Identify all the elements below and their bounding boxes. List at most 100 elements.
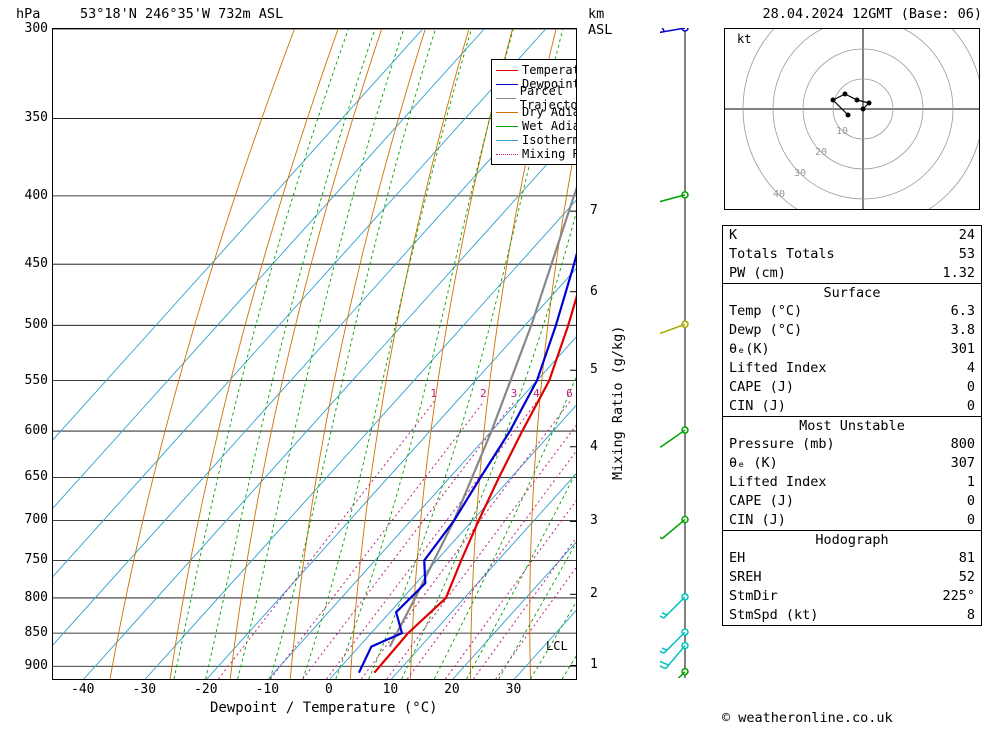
altitude-tick-label: 7: [590, 203, 598, 218]
info-row: θₑ(K)301: [723, 340, 981, 359]
info-section: SurfaceTemp (°C)6.3Dewp (°C)3.8θₑ(K)301L…: [723, 283, 981, 416]
legend-label: Mixing Ratio: [522, 147, 577, 161]
altitude-tick-label: 5: [590, 362, 598, 377]
altitude-tick-label: 3: [590, 513, 598, 528]
legend-item: Wet Adiabat: [496, 119, 577, 133]
legend-item: Mixing Ratio: [496, 147, 577, 161]
info-section-header: Most Unstable: [723, 417, 981, 435]
temperature-tick-label: -40: [71, 682, 94, 697]
svg-text:30: 30: [794, 168, 806, 179]
info-row: Totals Totals53: [723, 245, 981, 264]
info-row: EH 81: [723, 549, 981, 568]
info-row: StmSpd (kt)8: [723, 606, 981, 625]
temperature-tick-label: 0: [325, 682, 333, 697]
info-label: CAPE (J): [729, 378, 794, 397]
altitude-tick-label: 4: [590, 439, 598, 454]
info-value: 0: [967, 378, 975, 397]
info-row: CIN (J)0: [723, 397, 981, 416]
svg-text:40: 40: [773, 189, 785, 200]
legend-swatch: [496, 112, 518, 113]
info-label: EH: [729, 549, 745, 568]
legend-swatch: [496, 154, 518, 155]
altitude-tick-label: 6: [590, 284, 598, 299]
legend-swatch: [496, 84, 518, 85]
info-label: CAPE (J): [729, 492, 794, 511]
x-axis-title: Dewpoint / Temperature (°C): [210, 700, 438, 716]
info-row: SREH 52: [723, 568, 981, 587]
info-row: StmDir225°: [723, 587, 981, 606]
info-value: 0: [967, 511, 975, 530]
svg-text:10: 10: [836, 126, 848, 137]
info-value: 24: [959, 226, 975, 245]
info-section-header: Hodograph: [723, 531, 981, 549]
hpa-axis-label: hPa: [16, 6, 40, 22]
mixing-ratio-label: 1: [430, 387, 437, 400]
skewt-container: hPa 53°18'N 246°35'W 732m ASL km ASL 28.…: [0, 0, 1000, 733]
legend-item: Isotherm: [496, 133, 577, 147]
temperature-tick-label: -10: [256, 682, 279, 697]
legend-label: Wet Adiabat: [522, 119, 577, 133]
altitude-tick-label: 1: [590, 657, 598, 672]
lcl-label: LCL: [546, 639, 568, 653]
info-row: Pressure (mb) 800: [723, 435, 981, 454]
info-row: K 24: [723, 226, 981, 245]
info-label: Lifted Index: [729, 473, 827, 492]
pressure-tick-label: 850: [8, 625, 48, 640]
location-title: 53°18'N 246°35'W 732m ASL: [80, 6, 283, 22]
legend-box: TemperatureDewpointParcel TrajectoryDry …: [491, 59, 577, 165]
info-label: PW (cm): [729, 264, 786, 283]
info-value: 52: [959, 568, 975, 587]
info-label: K: [729, 226, 737, 245]
info-row: PW (cm)1.32: [723, 264, 981, 283]
pressure-tick-label: 450: [8, 256, 48, 271]
temperature-tick-label: 30: [506, 682, 522, 697]
mixing-ratio-label: 6: [566, 387, 573, 400]
stability-indices-table: K 24Totals Totals53PW (cm)1.32SurfaceTemp…: [722, 225, 982, 626]
info-value: 81: [959, 549, 975, 568]
legend-swatch: [496, 140, 518, 141]
info-label: StmSpd (kt): [729, 606, 818, 625]
pressure-tick-label: 750: [8, 552, 48, 567]
pressure-tick-label: 600: [8, 423, 48, 438]
pressure-tick-label: 350: [8, 110, 48, 125]
info-label: Lifted Index: [729, 359, 827, 378]
legend-item: Temperature: [496, 63, 577, 77]
info-label: θₑ (K): [729, 454, 778, 473]
info-label: SREH: [729, 568, 762, 587]
legend-label: Temperature: [522, 63, 577, 77]
wind-barb-column: [660, 28, 710, 678]
info-value: 301: [951, 340, 975, 359]
info-value: 800: [951, 435, 975, 454]
info-value: 3.8: [951, 321, 975, 340]
datetime-title: 28.04.2024 12GMT (Base: 06): [763, 6, 982, 22]
info-label: Pressure (mb): [729, 435, 835, 454]
windbarb-svg: [660, 28, 710, 678]
info-row: Lifted Index4: [723, 359, 981, 378]
info-section-header: Surface: [723, 284, 981, 302]
info-label: StmDir: [729, 587, 778, 606]
info-value: 0: [967, 492, 975, 511]
copyright-text: © weatheronline.co.uk: [722, 710, 893, 726]
mixing-ratio-label: 2: [480, 387, 487, 400]
svg-text:kt: kt: [737, 32, 751, 46]
info-section: K 24Totals Totals53PW (cm)1.32: [723, 226, 981, 283]
info-section: Most UnstablePressure (mb) 800θₑ (K)307Li…: [723, 416, 981, 530]
info-value: 0: [967, 397, 975, 416]
pressure-tick-label: 650: [8, 469, 48, 484]
legend-swatch: [496, 98, 516, 99]
info-row: CAPE (J) 0: [723, 378, 981, 397]
hodograph-svg: kt 10 20 30 40: [725, 29, 979, 209]
temperature-tick-label: 10: [383, 682, 399, 697]
altitude-tick-label: 2: [590, 586, 598, 601]
legend-label: Dry Adiabat: [522, 105, 577, 119]
info-row: Dewp (°C)3.8: [723, 321, 981, 340]
pressure-tick-label: 300: [8, 21, 48, 36]
mixing-ratio-label: 3: [511, 387, 518, 400]
info-label: CIN (J): [729, 511, 786, 530]
info-row: CIN (J) 0: [723, 511, 981, 530]
pressure-tick-label: 700: [8, 512, 48, 527]
svg-text:20: 20: [815, 147, 827, 158]
info-row: θₑ (K)307: [723, 454, 981, 473]
info-section: HodographEH 81 SREH 52StmDir225°StmSpd (kt)…: [723, 530, 981, 625]
mixing-ratio-axis-label: Mixing Ratio (g/kg): [610, 326, 626, 480]
